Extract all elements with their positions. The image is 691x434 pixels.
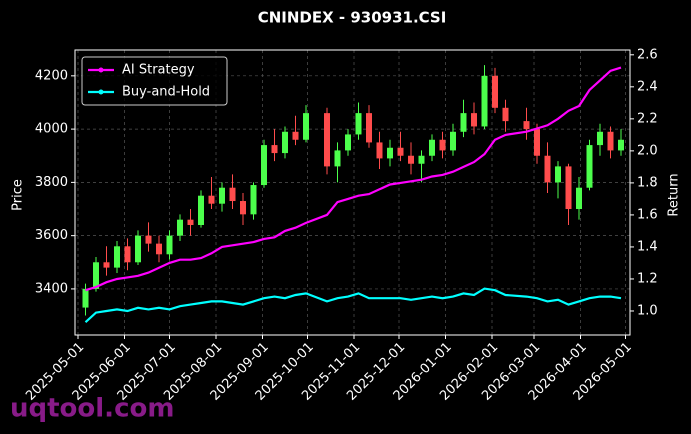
candle-body: [555, 166, 561, 183]
candle-body: [450, 131, 456, 151]
candle-body: [282, 131, 288, 154]
line-series: [84, 287, 622, 324]
candle-body: [618, 139, 624, 151]
candle-body: [586, 145, 593, 188]
y-tick-label: 3400: [35, 281, 68, 296]
candle-body: [471, 113, 477, 127]
candle-body: [355, 113, 362, 135]
candle-body: [439, 139, 446, 151]
legend-marker: [98, 67, 104, 73]
candle-body: [208, 195, 215, 204]
candle-body: [597, 131, 603, 146]
y-tick-label: 3800: [35, 175, 68, 190]
watermark: uqtool.com: [10, 394, 174, 424]
candle-body: [460, 113, 467, 132]
candle-body: [607, 131, 614, 151]
plot-frame: [74, 49, 631, 336]
candle-body: [408, 155, 414, 164]
y-tick-label: 3600: [35, 228, 68, 243]
candle-body: [114, 246, 120, 268]
candle-body: [166, 235, 173, 255]
candle-body: [397, 147, 404, 156]
candle-body: [544, 155, 551, 183]
y2-tick-label: 2.2: [637, 111, 658, 126]
candle-body: [334, 150, 341, 167]
y2-tick-label: 2.6: [637, 47, 658, 62]
candle-body: [376, 142, 383, 159]
candle-body: [82, 288, 89, 308]
y-axis-label: Price: [11, 179, 26, 211]
candle-body: [261, 145, 267, 186]
legend-label: AI Strategy: [122, 63, 195, 78]
candle-body: [177, 219, 183, 236]
candle-body: [418, 155, 425, 164]
candle-body: [124, 246, 131, 263]
candle-body: [523, 121, 530, 130]
candle-body: [229, 187, 236, 202]
y-tick-label: 4200: [35, 68, 68, 83]
candle-body: [135, 235, 141, 263]
y2-tick-label: 1.0: [637, 303, 658, 318]
y2-tick-label: 1.8: [637, 175, 658, 190]
y2-tick-label: 1.4: [637, 239, 658, 254]
candle-body: [292, 131, 299, 140]
candle-body: [250, 185, 257, 215]
legend-label: Buy-and-Hold: [122, 85, 210, 100]
y2-tick-label: 2.4: [637, 79, 658, 94]
y2-tick-label: 2.0: [637, 143, 658, 158]
line-series: [85, 66, 622, 292]
candle-body: [219, 187, 225, 204]
candle-body: [366, 113, 372, 143]
legend-marker: [98, 89, 104, 95]
candle-body: [345, 134, 351, 151]
candle-body: [240, 201, 246, 215]
candle-body: [324, 113, 330, 167]
y2-tick-label: 1.6: [637, 207, 658, 222]
candle-body: [534, 129, 540, 156]
candle-body: [271, 145, 278, 154]
candle-body: [565, 166, 572, 210]
candle-body: [198, 195, 204, 225]
candle-body: [481, 75, 488, 127]
candle-body: [387, 147, 393, 159]
y-tick-label: 4000: [35, 122, 68, 137]
candle-body: [492, 75, 498, 108]
candle-body: [576, 187, 582, 210]
candle-body: [156, 243, 162, 255]
candle-body: [429, 139, 435, 156]
y2-tick-label: 1.2: [637, 271, 658, 286]
candle-body: [145, 235, 152, 244]
legend-box: [81, 56, 228, 106]
candle-body: [93, 262, 99, 289]
candle-body: [303, 113, 309, 140]
y2-axis-label: Return: [667, 173, 682, 216]
candle-body: [187, 219, 194, 225]
chart-title: CNINDEX - 930931.CSI: [258, 9, 447, 27]
candle-body: [103, 262, 110, 268]
candle-body: [502, 107, 509, 122]
